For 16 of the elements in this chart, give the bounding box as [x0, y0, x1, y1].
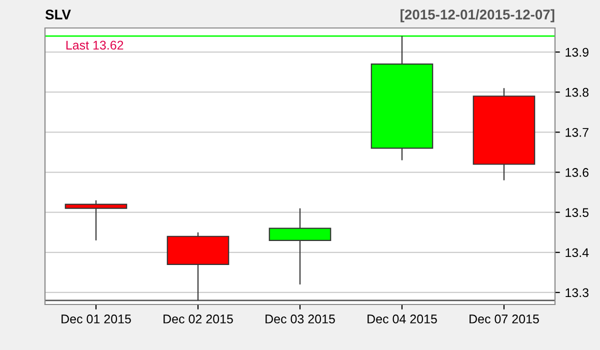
annotation: Last 13.62: [66, 40, 124, 50]
y-tick-label: 13.7: [566, 128, 588, 137]
x-tick-label: Dec 07 2015: [470, 314, 539, 324]
x-tick-label: Dec 01 2015: [62, 314, 131, 324]
x-tick-label: Dec 03 2015: [266, 314, 335, 324]
y-tick-label: 13.6: [566, 168, 588, 177]
y-tick-label: 13.3: [566, 288, 588, 298]
chart-subtitle: [2015-12-01/2015-12-07]: [400, 9, 554, 22]
x-tick-label: Dec 02 2015: [164, 314, 233, 324]
chart-title: SLV: [45, 10, 71, 20]
candlestick: [64, 200, 128, 241]
y-tick-label: 13.5: [566, 208, 589, 217]
y-tick-label: 13.9: [566, 48, 588, 57]
y-tick-label: 13.8: [566, 88, 589, 97]
x-tick-label: Dec 04 2015: [368, 314, 437, 324]
y-tick-label: 13.4: [566, 248, 589, 258]
